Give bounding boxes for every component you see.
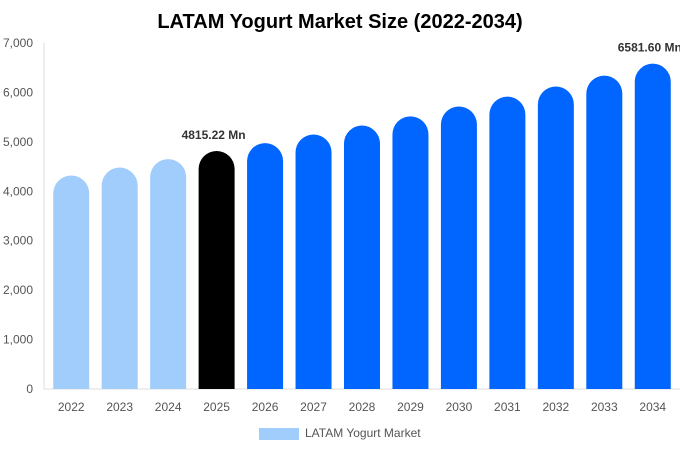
bar-2024[interactable] [150,159,187,389]
bar-2027[interactable] [295,134,332,389]
y-tick-label: 5,000 [3,135,33,149]
x-tick-label: 2031 [494,400,521,414]
legend-label: LATAM Yogurt Market [305,426,421,440]
y-axis: 0 1,000 2,000 3,000 4,000 5,000 6,000 7,000 [3,36,45,396]
y-tick-label: 7,000 [3,36,33,50]
bar-2025[interactable] [198,150,235,389]
x-tick-label: 2028 [349,400,376,414]
x-tick-label: 2024 [155,400,182,414]
x-tick-label: 2032 [542,400,569,414]
x-tick-label: 2025 [203,400,230,414]
bar-2032[interactable] [537,86,574,390]
bar-2028[interactable] [344,125,380,389]
x-axis: 2022 2023 2024 2025 2026 2027 2028 2029 2030 2031… [44,388,680,414]
x-tick-label: 2029 [397,400,424,414]
y-tick-label: 3,000 [3,234,33,248]
bar-2030[interactable] [440,106,477,390]
x-tick-label: 2030 [446,400,473,414]
bar-2031[interactable] [489,96,526,390]
y-tick-label: 2,000 [3,283,33,297]
x-tick-label: 2027 [300,400,327,414]
y-tick-label: 0 [26,382,33,396]
x-tick-label: 2034 [639,400,666,414]
legend[interactable]: LATAM Yogurt Market [259,426,421,440]
bars [53,63,671,390]
bar-2022[interactable] [53,175,90,389]
x-tick-label: 2033 [591,400,618,414]
bar-2033[interactable] [586,75,623,389]
data-label-2034: 6581.60 Mn [618,41,680,55]
data-label-2025: 4815.22 Mn [182,128,246,142]
bar-2023[interactable] [101,167,138,389]
legend-swatch [259,428,299,440]
y-tick-label: 1,000 [3,333,33,347]
x-tick-label: 2026 [252,400,279,414]
x-tick-label: 2023 [106,400,133,414]
x-tick-label: 2022 [58,400,85,414]
data-labels: 4815.22 Mn 6581.60 Mn [182,41,680,142]
chart-title: LATAM Yogurt Market Size (2022-2034) [157,11,522,33]
y-tick-label: 4,000 [3,184,33,198]
bar-2026[interactable] [247,143,284,389]
y-tick-label: 6,000 [3,85,33,99]
bar-2029[interactable] [392,116,429,389]
bar-2034[interactable] [634,63,671,390]
